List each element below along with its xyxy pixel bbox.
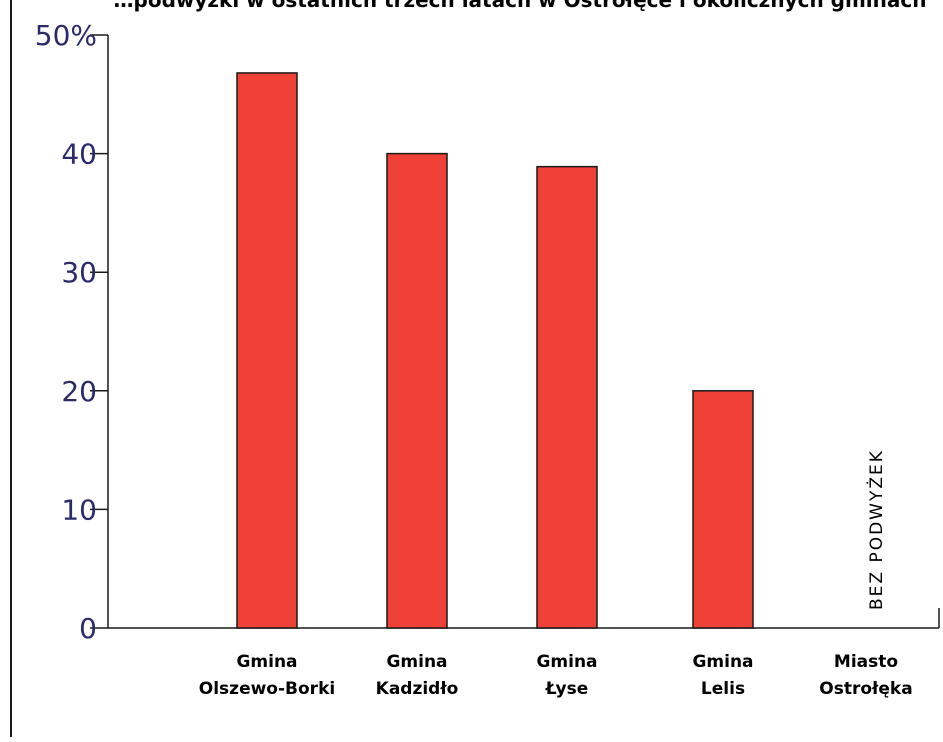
x-axis-labels: Gmina Olszewo-Borki Gmina Kadzidło Gmina Łyse… [199, 652, 913, 699]
y-tick-label: 20 [61, 375, 97, 408]
no-increase-annotation: BEZ PODWYŻEK [866, 449, 887, 610]
x-tick-label: Łyse [545, 679, 589, 699]
x-tick-label: Miasto [834, 652, 898, 672]
chart-title: …podwyżki w ostatnich trzech latach w Os… [114, 0, 927, 12]
y-tick-label: 50% [35, 19, 97, 52]
y-axis-ticks: 0 10 20 30 40 50% [35, 19, 108, 645]
bar [236, 72, 298, 629]
x-tick-label: Ostrołęka [819, 679, 912, 699]
bar [692, 390, 754, 629]
x-tick-label: Gmina [692, 652, 753, 672]
y-tick-label: 0 [79, 612, 97, 645]
bar [536, 165, 598, 629]
x-tick-label: Olszewo-Borki [199, 679, 335, 699]
bars [236, 72, 754, 629]
x-tick-label: Lelis [701, 679, 745, 699]
x-tick-label: Kadzidło [376, 679, 459, 699]
y-tick-label: 40 [61, 138, 97, 171]
bar [386, 152, 448, 629]
x-tick-label: Gmina [236, 652, 297, 672]
y-tick-label: 10 [61, 493, 97, 526]
x-tick-label: Gmina [536, 652, 597, 672]
x-tick-label: Gmina [386, 652, 447, 672]
y-tick-label: 30 [61, 256, 97, 289]
